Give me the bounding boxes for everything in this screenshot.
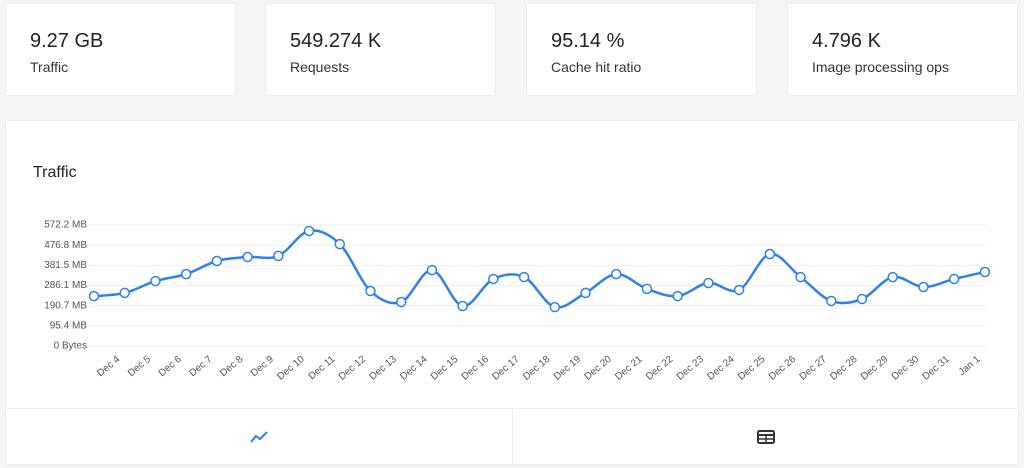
y-tick-label: 381.5 MB [44,260,87,271]
x-tick-label: Jan 1 [957,354,983,378]
data-point [426,264,438,276]
x-tick-label: Dec 8 [218,354,245,379]
series-line [93,229,986,309]
table-view-tab[interactable] [512,408,1018,464]
stat-card: 9.27 GB Traffic [5,3,236,96]
x-tick-label: Dec 10 [275,354,307,383]
y-tick-label: 190.7 MB [44,300,87,311]
data-point [549,301,561,313]
chart-view-tab[interactable] [6,408,512,464]
data-point [211,255,223,267]
x-tick-label: Dec 16 [460,354,492,383]
chart-title: Traffic [33,164,77,181]
data-point [826,295,837,307]
stat-card: 95.14 % Cache hit ratio [526,3,757,96]
x-tick-label: Dec 29 [859,354,891,383]
table-icon [756,429,775,444]
data-point [764,248,776,260]
x-tick-label: Dec 20 [583,354,615,383]
x-tick-label: Dec 9 [249,354,276,379]
x-tick-label: Dec 21 [613,354,645,383]
y-tick-label: 0 Bytes [54,341,87,352]
data-point [334,238,346,250]
y-tick-label: 476.8 MB [44,240,87,251]
data-point [795,271,806,283]
y-tick-label: 286.1 MB [44,280,87,291]
data-point [242,251,253,263]
data-point [856,293,868,305]
x-tick-label: Dec 19 [552,354,584,383]
data-point [273,250,284,262]
data-point [180,268,192,280]
data-point [918,281,929,293]
stat-label: Cache hit ratio [551,59,642,75]
stat-value: 9.27 GB [30,30,104,52]
data-point [733,284,745,296]
data-point [488,273,499,285]
x-tick-label: Dec 14 [398,354,430,383]
data-point [457,300,468,312]
x-tick-label: Dec 22 [644,354,676,383]
x-tick-label: Dec 23 [675,354,707,383]
x-tick-label: Dec 15 [429,354,461,383]
x-tick-label: Dec 24 [705,354,737,383]
data-point [119,287,130,299]
x-tick-label: Dec 31 [920,354,952,383]
x-tick-label: Dec 13 [367,354,399,383]
x-tick-label: Dec 7 [187,354,214,379]
stat-label: Traffic [30,59,69,75]
x-tick-label: Dec 17 [490,354,522,383]
data-point [365,285,376,297]
data-point [979,266,991,278]
data-point [948,273,960,285]
line-chart-icon [250,430,268,443]
x-tick-label: Dec 27 [798,354,830,383]
stat-label: Requests [290,59,350,75]
data-point [703,277,714,289]
x-tick-label: Dec 12 [337,354,369,383]
data-point [641,283,653,295]
x-tick-label: Dec 4 [95,354,122,379]
data-point [88,290,100,302]
x-tick-label: Dec 26 [767,354,799,383]
stat-card: 4.796 K Image processing ops [787,3,1018,96]
x-tick-label: Dec 30 [890,354,922,383]
x-tick-label: Dec 18 [521,354,553,383]
stat-label: Image processing ops [812,59,949,75]
y-tick-label: 95.4 MB [50,320,88,331]
x-tick-label: Dec 25 [736,354,768,383]
x-tick-label: Dec 11 [307,354,338,383]
data-point [303,225,315,237]
stat-value: 95.14 % [551,30,625,52]
chart-panel: Traffic 0 Bytes 95.4 MB 190.7 MB 286.1 MB 38… [5,120,1019,465]
stat-value: 549.274 K [290,30,382,52]
data-point [395,296,407,308]
data-point [672,290,683,302]
data-point [150,275,161,287]
x-tick-label: Dec 28 [828,354,860,383]
data-point [887,271,898,283]
y-tick-label: 572.2 MB [44,220,87,231]
data-point [610,268,622,280]
x-tick-label: Dec 6 [157,354,184,379]
chart: 0 Bytes 95.4 MB 190.7 MB 286.1 MB 381.5 MB 47… [44,220,991,383]
stat-value: 4.796 K [812,30,881,52]
x-tick-label: Dec 5 [126,354,153,379]
data-point [580,287,591,299]
stat-card: 549.274 K Requests [265,3,496,96]
data-point [518,271,530,283]
